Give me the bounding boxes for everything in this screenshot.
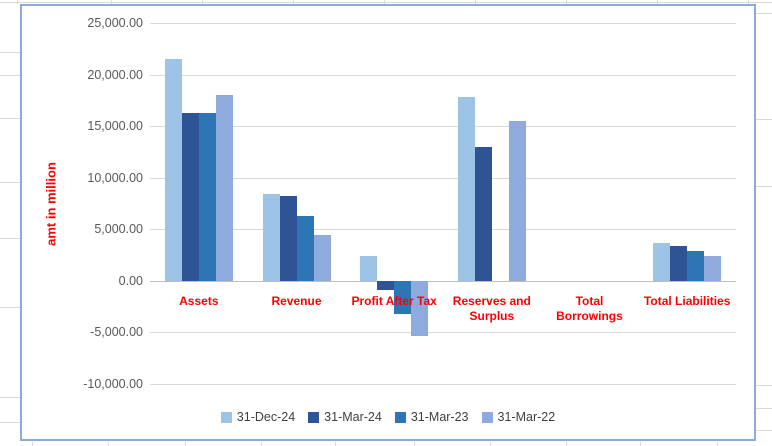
worksheet-gridline — [335, 442, 336, 446]
bar-31-Mar-22-profit-after-tax[interactable] — [411, 280, 429, 336]
legend: 31-Dec-24 31-Mar-24 31-Mar-23 31-Mar-22 — [22, 410, 754, 424]
y-tick-label: -10,000.00 — [83, 376, 143, 391]
y-tick-label: 20,000.00 — [87, 67, 143, 82]
bar-31-Dec-24-reserves-and-surplus[interactable] — [457, 97, 475, 281]
bar-31-Mar-24-assets[interactable] — [181, 112, 199, 281]
bar-31-Mar-22-revenue[interactable] — [313, 235, 331, 281]
worksheet-gridline — [475, 0, 476, 4]
legend-label: 31-Mar-22 — [497, 410, 556, 424]
worksheet-gridline — [657, 0, 658, 4]
worksheet-gridline — [0, 238, 20, 239]
worksheet-gridline — [756, 119, 772, 120]
legend-item-31-Dec-24[interactable]: 31-Dec-24 — [220, 410, 296, 424]
bar-31-Dec-24-profit-after-tax[interactable] — [360, 256, 378, 281]
legend-swatch-icon — [220, 411, 232, 423]
worksheet-gridline — [0, 397, 20, 398]
bar-31-Mar-23-revenue[interactable] — [296, 215, 314, 281]
worksheet-gridline — [0, 307, 20, 308]
bar-31-Mar-23-total-liabilities[interactable] — [687, 250, 705, 281]
bar-31-Dec-24-assets[interactable] — [164, 59, 182, 281]
worksheet-gridline — [0, 422, 20, 423]
bar-31-Mar-24-total-liabilities[interactable] — [670, 245, 688, 281]
legend-item-31-Mar-22[interactable]: 31-Mar-22 — [481, 410, 556, 424]
bar-31-Dec-24-total-liabilities[interactable] — [653, 242, 671, 281]
worksheet-gridline — [748, 0, 749, 4]
y-tick-label: 25,000.00 — [87, 16, 143, 30]
legend-label: 31-Mar-23 — [410, 410, 469, 424]
y-tick-label: -5,000.00 — [90, 325, 143, 340]
category-label-total-borrowings: Total Borrowings — [556, 294, 623, 323]
bar-31-Mar-22-total-liabilities[interactable] — [704, 256, 722, 281]
gridline — [150, 229, 736, 231]
worksheet-gridline — [0, 75, 20, 76]
legend-swatch-icon — [481, 411, 493, 423]
worksheet-gridline — [17, 0, 18, 4]
legend-swatch-icon — [308, 411, 320, 423]
legend-item-31-Mar-24[interactable]: 31-Mar-24 — [308, 410, 382, 424]
chart-frame[interactable]: amt in million 25,000.00 20,000.00 15,000.… — [20, 4, 756, 441]
legend-label: 31-Mar-24 — [324, 410, 382, 424]
category-label-total-liabilities: Total Liabilities — [643, 294, 731, 308]
worksheet-gridline — [0, 2, 772, 3]
worksheet-gridline — [32, 442, 33, 446]
gridline — [150, 280, 736, 282]
legend-label: 31-Dec-24 — [236, 410, 296, 424]
bar-31-Mar-24-revenue[interactable] — [279, 196, 297, 281]
worksheet-gridline — [0, 52, 20, 53]
gridline — [150, 383, 736, 385]
bar-31-Mar-23-profit-after-tax[interactable] — [394, 280, 412, 314]
worksheet-gridline — [202, 0, 203, 4]
legend-swatch-icon — [394, 411, 406, 423]
bar-31-Mar-23-assets[interactable] — [198, 112, 216, 281]
y-tick-label: 15,000.00 — [87, 119, 143, 134]
worksheet-gridline — [0, 182, 20, 183]
y-tick-label: 10,000.00 — [87, 170, 143, 185]
worksheet-gridline — [756, 186, 772, 187]
category-label-profit-after-tax: Profit After Tax — [351, 294, 437, 308]
chart-area: amt in million 25,000.00 20,000.00 15,000.… — [22, 6, 754, 439]
gridline — [150, 23, 736, 24]
category-label-assets: Assets — [179, 294, 219, 308]
gridline — [150, 126, 736, 128]
worksheet-gridline — [756, 385, 772, 386]
category-label-reserves-and-surplus: Reserves and Surplus — [452, 294, 531, 323]
bar-31-Mar-22-assets[interactable] — [215, 95, 233, 281]
bar-31-Mar-22-reserves-and-surplus[interactable] — [508, 120, 526, 281]
gridline — [150, 74, 736, 76]
worksheet-gridline — [108, 442, 109, 446]
legend-item-31-Mar-23[interactable]: 31-Mar-23 — [394, 410, 469, 424]
worksheet-gridline — [717, 442, 718, 446]
bar-31-Mar-24-reserves-and-surplus[interactable] — [474, 146, 492, 281]
gridline — [150, 332, 736, 334]
category-label-revenue: Revenue — [271, 294, 322, 308]
worksheet-gridline — [261, 442, 262, 446]
worksheet-gridline — [293, 0, 294, 4]
worksheet-gridline — [566, 0, 567, 4]
worksheet-gridline — [566, 442, 567, 446]
worksheet-gridline — [0, 118, 20, 119]
worksheet-gridline — [756, 430, 772, 431]
worksheet-gridline — [185, 442, 186, 446]
bar-31-Dec-24-revenue[interactable] — [262, 194, 280, 281]
worksheet-gridline — [756, 408, 772, 409]
worksheet-gridline — [111, 0, 112, 4]
worksheet-gridline — [756, 13, 772, 14]
worksheet-gridline — [640, 442, 641, 446]
worksheet-gridline — [490, 442, 491, 446]
gridline — [150, 177, 736, 179]
y-tick-label: 5,000.00 — [94, 222, 143, 237]
worksheet-gridline — [384, 0, 385, 4]
y-tick-label: 0.00 — [118, 273, 143, 288]
worksheet-gridline — [414, 442, 415, 446]
bar-31-Mar-24-profit-after-tax[interactable] — [377, 280, 395, 291]
